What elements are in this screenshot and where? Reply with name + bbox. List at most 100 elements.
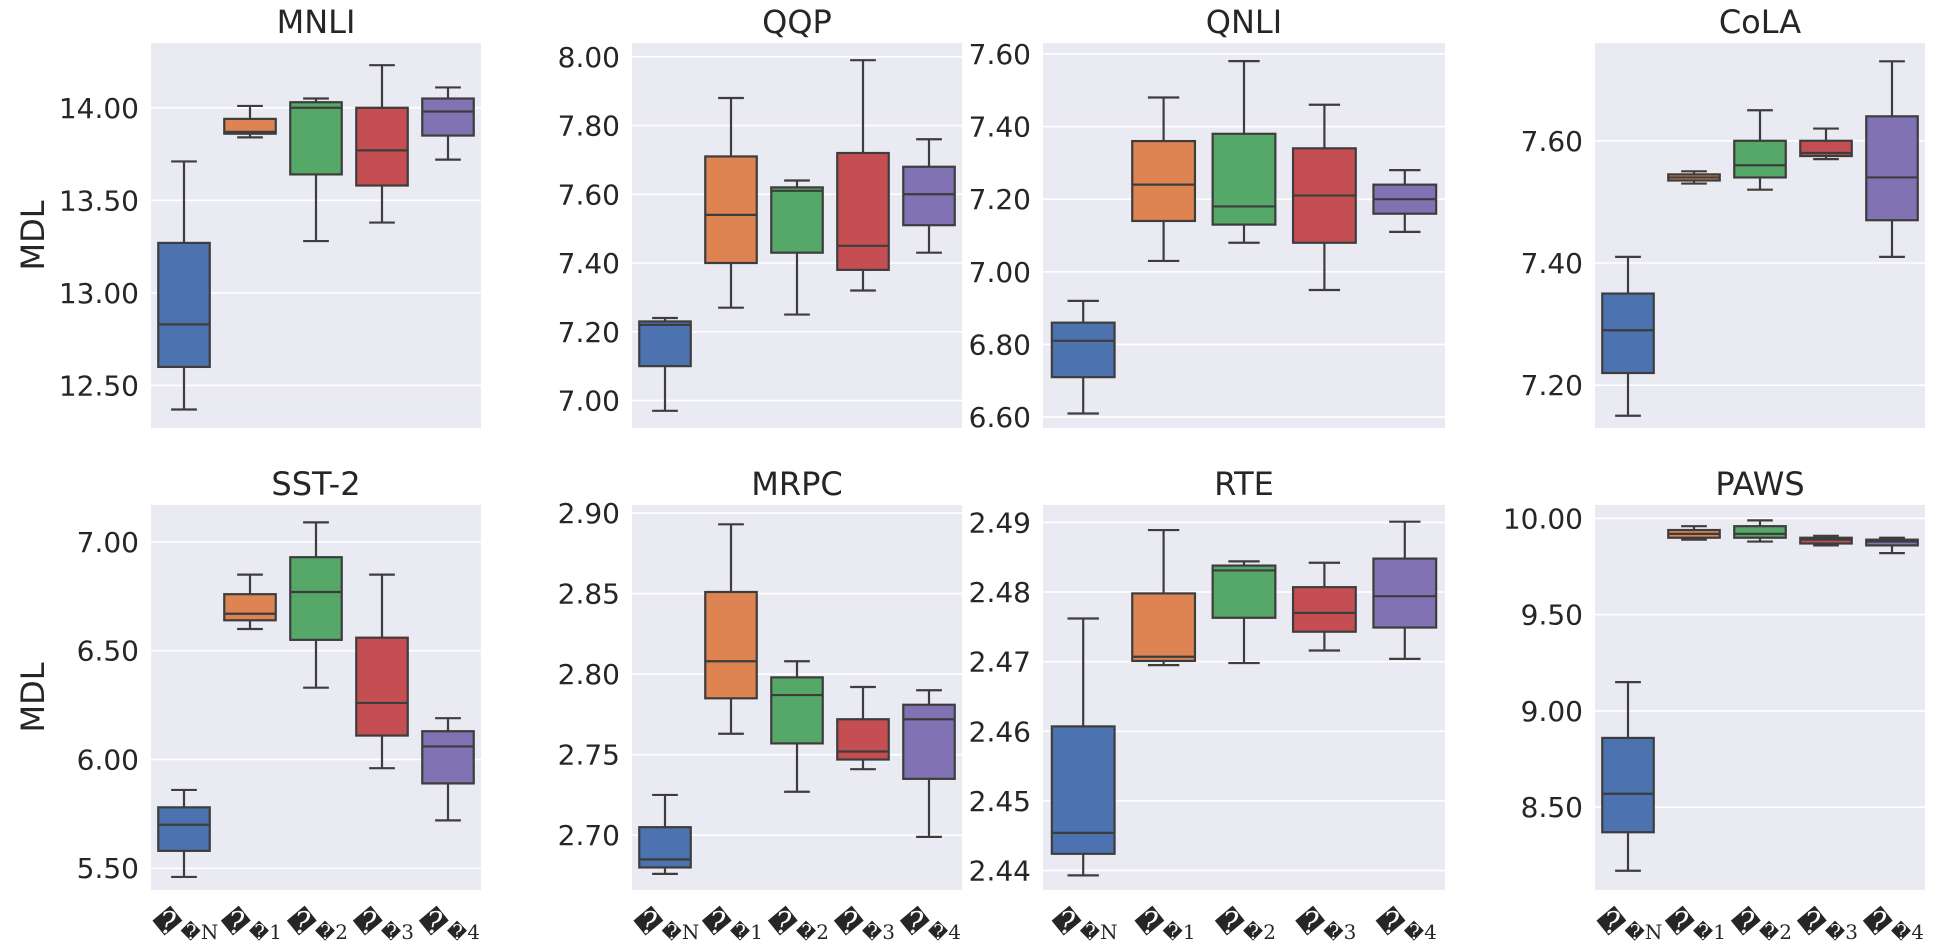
panel-mrpc: 2.70 2.75 2.80 2.85 2.90 MRPC 𝓜N 𝓜1 𝓜2 𝓜3 𝓜4 bbox=[558, 465, 962, 944]
iqr-box bbox=[223, 117, 277, 135]
iqr-box bbox=[355, 106, 409, 187]
box-1 bbox=[223, 573, 277, 631]
panel-cola: 7.20 7.40 7.60 CoLA bbox=[1521, 3, 1925, 428]
iqr-box bbox=[1601, 292, 1655, 375]
box-0 bbox=[1601, 255, 1655, 417]
box-2 bbox=[1211, 60, 1277, 244]
category-label: 𝓜3 bbox=[831, 905, 895, 944]
iqr-box bbox=[902, 165, 956, 227]
box-1 bbox=[223, 104, 277, 139]
panel-title: CoLA bbox=[1719, 3, 1801, 41]
panel-title: QQP bbox=[762, 3, 832, 41]
iqr-box bbox=[157, 806, 211, 852]
box-3 bbox=[836, 59, 890, 292]
iqr-box bbox=[1733, 525, 1787, 539]
category-label: 𝓜N bbox=[631, 905, 700, 944]
iqr-box bbox=[902, 703, 956, 780]
iqr-box bbox=[1865, 115, 1919, 222]
panel-mnli: 12.50 13.00 13.50 14.00 MNLI MDL bbox=[14, 3, 481, 428]
category-label: 𝓜N bbox=[150, 905, 219, 944]
category-label: 𝓜2 bbox=[284, 905, 348, 944]
box-3 bbox=[1799, 127, 1853, 161]
y-tick-label: 7.40 bbox=[969, 111, 1031, 144]
y-tick-label: 7.00 bbox=[969, 256, 1031, 289]
y-tick-label: 7.80 bbox=[558, 110, 620, 143]
y-tick-label: 6.80 bbox=[969, 328, 1031, 361]
box-3 bbox=[1291, 561, 1357, 652]
iqr-box bbox=[1601, 736, 1655, 834]
category-label: 𝓜3 bbox=[1292, 905, 1356, 944]
iqr-box bbox=[223, 593, 277, 622]
category-label: 𝓜1 bbox=[699, 905, 763, 944]
y-tick-label: 2.48 bbox=[969, 576, 1031, 609]
category-label: 𝓜2 bbox=[765, 905, 829, 944]
y-tick-label: 9.00 bbox=[1521, 695, 1583, 728]
category-label: 𝓜2 bbox=[1212, 905, 1276, 944]
box-1 bbox=[704, 96, 758, 309]
y-tick-label: 6.50 bbox=[77, 635, 139, 668]
box-4 bbox=[421, 86, 475, 161]
panel-paws: 8.50 9.00 9.50 10.00 PAWS 𝓜N 𝓜1 𝓜2 𝓜3 𝓜4 bbox=[1503, 465, 1925, 944]
y-tick-label: 6.00 bbox=[77, 743, 139, 776]
iqr-box bbox=[638, 320, 692, 368]
y-tick-label: 2.70 bbox=[558, 819, 620, 852]
y-tick-label: 13.00 bbox=[59, 277, 139, 310]
iqr-box bbox=[836, 151, 890, 271]
box-1 bbox=[1131, 528, 1197, 667]
box-4 bbox=[1372, 520, 1438, 660]
box-4 bbox=[1865, 60, 1919, 258]
box-4 bbox=[902, 138, 956, 254]
y-tick-label: 8.00 bbox=[558, 41, 620, 74]
box-2 bbox=[1211, 560, 1277, 665]
iqr-box bbox=[421, 730, 475, 785]
category-label: 𝓜1 bbox=[1132, 905, 1196, 944]
y-tick-label: 12.50 bbox=[59, 369, 139, 402]
box-4 bbox=[1865, 536, 1919, 555]
panel-title: RTE bbox=[1214, 465, 1274, 503]
y-tick-label: 13.50 bbox=[59, 184, 139, 217]
y-tick-label: 7.20 bbox=[558, 316, 620, 349]
y-tick-label: 7.40 bbox=[1521, 247, 1583, 280]
y-tick-label: 7.40 bbox=[558, 247, 620, 280]
y-tick-label: 10.00 bbox=[1503, 502, 1583, 535]
box-3 bbox=[1799, 534, 1853, 547]
box-0 bbox=[157, 160, 211, 411]
y-tick-label: 2.75 bbox=[558, 739, 620, 772]
y-tick-label: 6.60 bbox=[969, 401, 1031, 434]
y-tick-label: 7.20 bbox=[969, 183, 1031, 216]
category-label: 𝓜1 bbox=[1662, 905, 1726, 944]
y-axis-label: MDL bbox=[14, 662, 52, 732]
iqr-box bbox=[836, 718, 890, 761]
box-0 bbox=[1050, 299, 1116, 415]
y-tick-label: 9.50 bbox=[1521, 599, 1583, 632]
iqr-box bbox=[1291, 586, 1357, 633]
iqr-box bbox=[157, 241, 211, 369]
panel-qnli: 6.60 6.80 7.00 7.20 7.40 7.60 QNLI bbox=[969, 3, 1445, 434]
panel-rte: 2.44 2.45 2.46 2.47 2.48 2.49 RTE 𝓜N 𝓜1 𝓜2 𝓜3 𝓜4 bbox=[969, 465, 1445, 944]
category-label: 𝓜3 bbox=[1794, 905, 1858, 944]
box-2 bbox=[770, 660, 824, 793]
box-2 bbox=[1733, 519, 1787, 543]
box-2 bbox=[289, 97, 343, 243]
iqr-box bbox=[421, 97, 475, 137]
box-1 bbox=[1667, 525, 1721, 541]
panel-sst-2: 5.50 6.00 6.50 7.00 SST-2 MDL 𝓜N 𝓜1 𝓜2 𝓜3 𝓜4 bbox=[14, 465, 481, 944]
box-0 bbox=[1601, 680, 1655, 872]
box-4 bbox=[902, 689, 956, 838]
y-tick-label: 2.45 bbox=[969, 785, 1031, 818]
iqr-box bbox=[355, 636, 409, 737]
y-axis-label: MDL bbox=[14, 200, 52, 270]
iqr-box bbox=[638, 826, 692, 869]
y-tick-label: 5.50 bbox=[77, 852, 139, 885]
box-3 bbox=[1291, 103, 1357, 292]
y-tick-label: 2.85 bbox=[558, 578, 620, 611]
box-0 bbox=[1050, 617, 1116, 877]
box-2 bbox=[1733, 109, 1787, 191]
iqr-box bbox=[770, 676, 824, 745]
y-tick-label: 8.50 bbox=[1521, 791, 1583, 824]
panel-title: SST-2 bbox=[271, 465, 360, 503]
box-2 bbox=[289, 521, 343, 689]
iqr-box bbox=[770, 186, 824, 254]
iqr-box bbox=[704, 590, 758, 700]
iqr-box bbox=[289, 556, 343, 641]
